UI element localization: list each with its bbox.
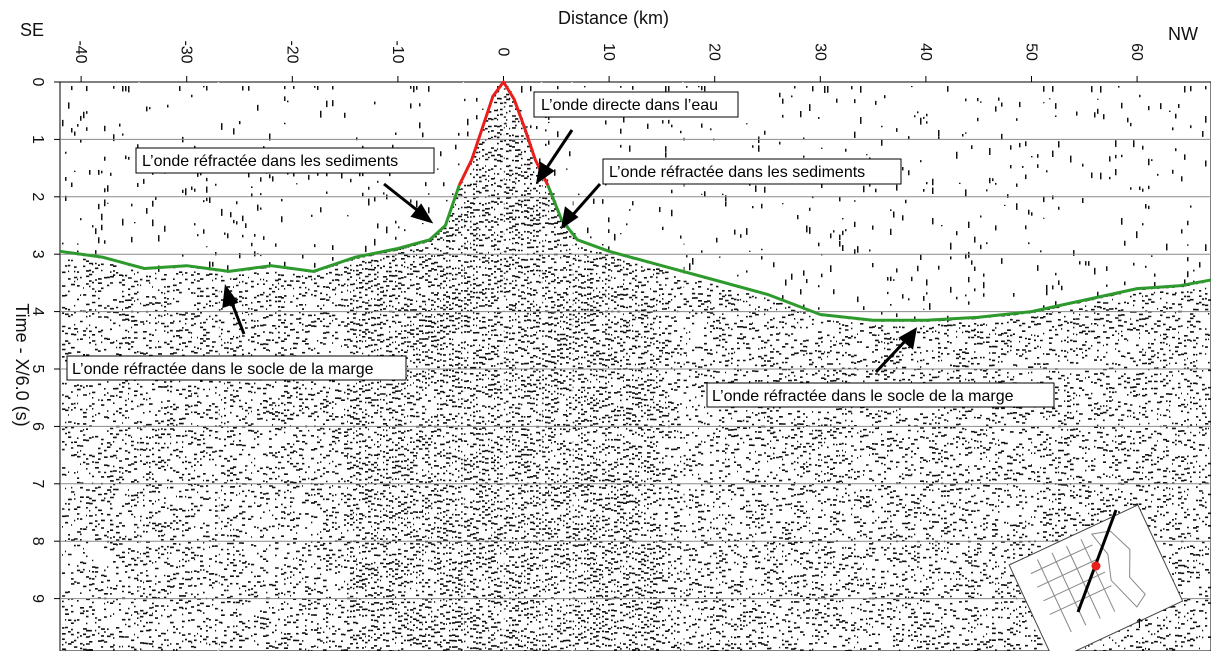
direction-se-label: SE — [20, 20, 44, 40]
inset-profile-line — [1076, 509, 1118, 613]
x-axis-title: Distance (km) — [558, 8, 669, 28]
x-tick-label-20: 20 — [706, 43, 723, 61]
arrow-sediment-right — [568, 183, 602, 219]
y-tick-label-7: 7 — [29, 479, 46, 488]
x-tick-label-0: 0 — [495, 48, 512, 57]
x-axis-ticks: -40 -30 -20 -10 0 10 20 30 40 50 60 — [72, 40, 1145, 82]
x-tick-label--10: -10 — [389, 40, 406, 63]
x-tick-label-40: 40 — [917, 43, 934, 61]
annotation-basement-right: L’onde réfractée dans le socle de la mar… — [706, 382, 1055, 408]
annotation-basement-left-text: L’onde réfractée dans le socle de la mar… — [72, 361, 374, 378]
y-tick-label-1: 1 — [29, 135, 46, 144]
x-tick-label-10: 10 — [600, 43, 617, 61]
y-axis-ticks: 0 1 2 3 4 5 6 7 8 9 — [29, 78, 60, 603]
y-tick-label-8: 8 — [29, 537, 46, 546]
location-inset-map: ↑ — [1008, 504, 1184, 651]
x-tick-label--40: -40 — [72, 40, 89, 63]
annotation-sediment-right: L’onde réfractée dans les sediments — [602, 158, 902, 185]
inset-shot-marker — [1091, 561, 1101, 571]
arrow-basement-left-head — [222, 283, 239, 309]
phase-line-1 — [59, 184, 461, 273]
arrow-sediment-right-head — [560, 206, 579, 230]
annotation-sediment-right-text: L’onde réfractée dans les sediments — [609, 164, 865, 181]
grid-lines — [60, 138, 1211, 600]
annotation-direct-wave: L’onde directe dans l’eau — [533, 91, 739, 118]
annotation-direct-wave-text: L’onde directe dans l’eau — [541, 97, 718, 114]
arrow-basement-right-head — [898, 327, 918, 350]
y-axis-title: Time - X/6.0 (s) — [12, 303, 32, 426]
y-tick-label-9: 9 — [29, 594, 46, 603]
y-tick-label-4: 4 — [29, 307, 46, 316]
annotation-arrows — [222, 129, 918, 374]
y-tick-label-2: 2 — [29, 192, 46, 201]
x-tick-label-50: 50 — [1022, 43, 1039, 61]
arrow-basement-right — [874, 336, 910, 374]
annotation-basement-right-text: L’onde réfractée dans le socle de la mar… — [712, 388, 1014, 405]
phase-line-2 — [546, 184, 1211, 322]
direction-nw-label: NW — [1168, 24, 1198, 44]
x-tick-label--30: -30 — [178, 40, 195, 63]
annotation-sediment-left: L’onde réfractée dans les sediments — [135, 147, 435, 174]
annotation-sediment-left-text: L’onde réfractée dans les sediments — [142, 153, 398, 170]
picked-phases — [59, 80, 1211, 322]
x-tick-label--20: -20 — [283, 40, 300, 63]
x-tick-label-60: 60 — [1128, 43, 1145, 61]
y-tick-label-3: 3 — [29, 250, 46, 259]
y-tick-label-5: 5 — [29, 365, 46, 374]
arrow-sediment-left-head — [410, 203, 434, 224]
y-tick-label-6: 6 — [29, 422, 46, 431]
y-tick-label-0: 0 — [29, 78, 46, 87]
arrow-sediment-left — [383, 182, 423, 216]
annotation-basement-left: L’onde réfractée dans le socle de la mar… — [66, 355, 407, 381]
arrow-direct-wave — [542, 129, 574, 173]
arrow-direct-wave-head — [535, 161, 555, 185]
north-arrow-icon: ↑ — [1134, 617, 1145, 632]
x-tick-label-30: 30 — [811, 43, 828, 61]
